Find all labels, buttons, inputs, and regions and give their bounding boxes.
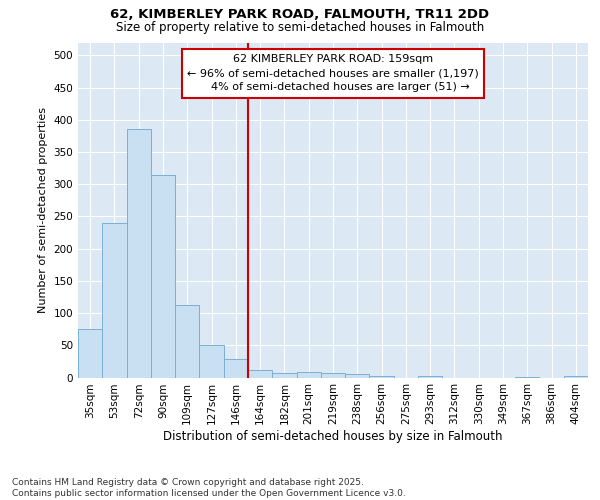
- Bar: [515, 377, 539, 378]
- X-axis label: Distribution of semi-detached houses by size in Falmouth: Distribution of semi-detached houses by …: [163, 430, 503, 443]
- Bar: [418, 376, 442, 378]
- Y-axis label: Number of semi-detached properties: Number of semi-detached properties: [38, 107, 48, 313]
- Bar: [564, 376, 588, 378]
- Bar: [345, 374, 370, 378]
- Bar: [224, 359, 248, 378]
- Bar: [199, 346, 224, 378]
- Text: 62 KIMBERLEY PARK ROAD: 159sqm
← 96% of semi-detached houses are smaller (1,197): 62 KIMBERLEY PARK ROAD: 159sqm ← 96% of …: [187, 54, 479, 92]
- Bar: [321, 373, 345, 378]
- Text: Contains HM Land Registry data © Crown copyright and database right 2025.
Contai: Contains HM Land Registry data © Crown c…: [12, 478, 406, 498]
- Bar: [102, 223, 127, 378]
- Bar: [78, 329, 102, 378]
- Bar: [151, 174, 175, 378]
- Bar: [296, 372, 321, 378]
- Text: 62, KIMBERLEY PARK ROAD, FALMOUTH, TR11 2DD: 62, KIMBERLEY PARK ROAD, FALMOUTH, TR11 …: [110, 8, 490, 20]
- Text: Size of property relative to semi-detached houses in Falmouth: Size of property relative to semi-detach…: [116, 21, 484, 34]
- Bar: [370, 376, 394, 378]
- Bar: [272, 373, 296, 378]
- Bar: [248, 370, 272, 378]
- Bar: [175, 304, 199, 378]
- Bar: [127, 130, 151, 378]
